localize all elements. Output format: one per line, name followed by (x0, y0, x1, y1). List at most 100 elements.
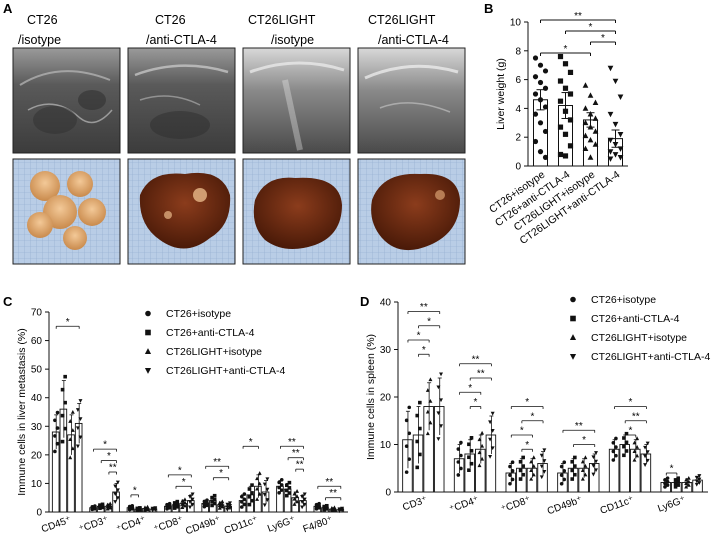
data-point (562, 477, 567, 482)
data-point (247, 502, 252, 507)
data-point (439, 424, 444, 429)
panel-label-a: A (3, 1, 13, 16)
data-point (300, 495, 305, 499)
significance-label: * (422, 345, 426, 356)
data-point (557, 124, 564, 130)
significance-label: * (564, 44, 568, 55)
data-point (292, 502, 297, 506)
data-point (242, 497, 247, 502)
data-point (70, 409, 75, 414)
data-point (210, 495, 214, 500)
data-point (583, 455, 588, 460)
data-point (632, 449, 637, 454)
data-point (562, 108, 569, 114)
data-point (567, 117, 574, 123)
y-tick-label: 30 (31, 422, 43, 433)
data-point (262, 482, 267, 487)
data-point (537, 149, 544, 155)
data-point (225, 505, 230, 510)
data-point (225, 507, 230, 512)
panel-label-b: B (484, 1, 493, 16)
data-point (265, 498, 270, 502)
data-point (532, 55, 539, 61)
data-point (617, 131, 624, 138)
significance-label: * (133, 485, 137, 496)
data-point (428, 398, 433, 403)
data-point (295, 494, 300, 499)
data-point (415, 439, 420, 444)
data-point (242, 492, 247, 496)
data-point (592, 115, 599, 121)
data-point (188, 495, 192, 499)
significance-label: * (474, 397, 478, 408)
significance-label: ** (292, 448, 300, 459)
data-point (302, 492, 307, 497)
data-point (467, 468, 471, 472)
data-point (239, 494, 244, 499)
data-point (415, 413, 420, 418)
data-point (570, 477, 575, 481)
data-point (612, 142, 619, 148)
bar (67, 434, 75, 513)
data-point (617, 155, 624, 161)
data-point (557, 53, 564, 60)
data-point (295, 489, 300, 493)
data-point (531, 472, 536, 477)
x-tick-label: CD49b⁺ (184, 514, 222, 537)
data-point (632, 440, 637, 445)
significance-label: * (417, 331, 421, 342)
data-point (587, 124, 594, 130)
data-point (212, 501, 217, 506)
significance-label: * (601, 33, 605, 44)
data-point (665, 479, 670, 484)
data-point (592, 141, 599, 147)
data-point (686, 476, 691, 480)
data-point (607, 149, 614, 155)
data-point (542, 128, 549, 135)
data-point (115, 480, 120, 485)
data-point (404, 418, 409, 423)
data-point (108, 503, 113, 508)
y-axis-label: Immune cells in spleen (%) (365, 334, 377, 460)
data-point (292, 496, 297, 501)
data-point (277, 485, 281, 490)
bar (51, 431, 60, 513)
data-point (684, 484, 689, 489)
data-point (582, 82, 589, 88)
data-point (580, 459, 585, 464)
data-point (587, 154, 594, 160)
data-point (477, 450, 482, 455)
data-point (210, 503, 214, 508)
data-point (340, 506, 345, 511)
data-point (456, 473, 461, 477)
data-point (337, 507, 342, 512)
significance-label: * (66, 317, 70, 328)
legend-label: CT26+anti-CTLA-4 (166, 327, 255, 339)
data-point (257, 481, 262, 486)
data-point (188, 500, 192, 505)
data-point (570, 459, 575, 464)
tissue-photo-liver (242, 158, 351, 265)
data-point (428, 377, 433, 382)
data-point (663, 478, 667, 482)
data-point (614, 445, 618, 449)
data-point (665, 483, 670, 487)
data-point (508, 481, 512, 486)
data-point (292, 491, 297, 496)
x-tick-label: F4/80⁺ (302, 514, 335, 535)
data-point (190, 497, 195, 502)
data-point (287, 480, 292, 485)
data-point (607, 65, 614, 72)
data-point (172, 501, 177, 505)
bar (537, 463, 548, 493)
data-point (570, 296, 576, 303)
significance-label: * (589, 22, 593, 33)
data-point (562, 85, 569, 91)
significance-label: ** (472, 354, 480, 365)
data-point (542, 448, 547, 453)
ultrasound-row (12, 47, 466, 154)
data-point (697, 477, 702, 482)
ultrasound-image (12, 47, 121, 154)
data-point (262, 503, 267, 508)
